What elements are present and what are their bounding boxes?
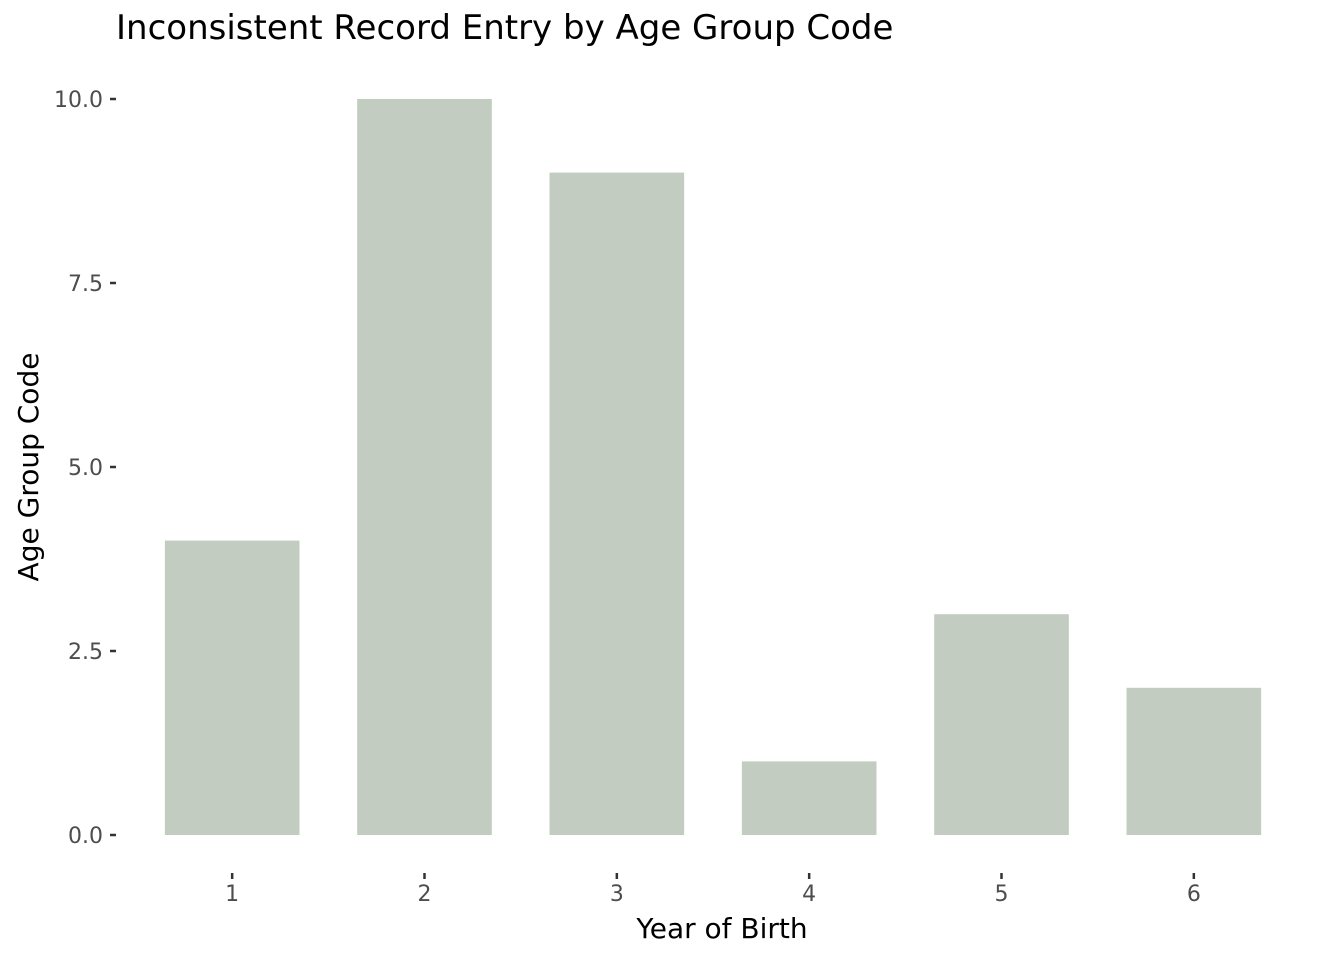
x-tick-label: 4 [802,882,816,907]
y-tick-label: 10.0 [54,88,103,113]
y-tick-label: 5.0 [68,456,103,481]
x-tick-label: 2 [418,882,432,907]
y-tick-label: 7.5 [68,272,103,297]
x-axis-title: Year of Birth [635,912,807,945]
bar-3 [549,172,685,836]
y-tick-label: 0.0 [68,824,103,849]
chart-title: Inconsistent Record Entry by Age Group C… [116,8,894,48]
bar-6 [1126,687,1262,835]
y-axis-title: Age Group Code [12,353,45,582]
x-tick-label: 5 [995,882,1009,907]
x-axis: 1 2 3 4 5 6 [225,873,1201,907]
bar-4 [741,761,877,835]
y-tick-label: 2.5 [68,640,103,665]
x-tick-label: 3 [610,882,624,907]
bar-2 [357,99,492,835]
bars-group [164,99,1262,836]
x-tick-label: 6 [1187,882,1201,907]
bar-1 [164,540,300,835]
bar-5 [934,614,1069,835]
x-tick-label: 1 [225,882,239,907]
y-axis: 0.0 2.5 5.0 7.5 10.0 [54,88,116,849]
